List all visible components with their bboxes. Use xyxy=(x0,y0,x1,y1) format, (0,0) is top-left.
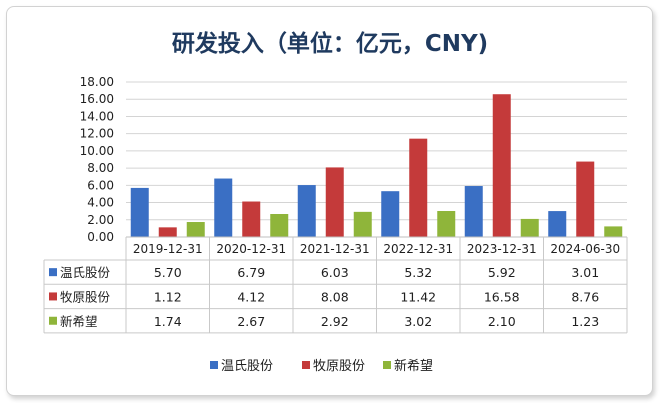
data-label: 11.42 xyxy=(400,289,436,304)
data-label: 2.67 xyxy=(237,314,265,329)
data-label: 8.08 xyxy=(321,289,349,304)
legend-label: 温氏股份 xyxy=(221,359,273,374)
data-label: 5.32 xyxy=(404,265,432,280)
y-tick-label: 0.00 xyxy=(87,230,114,244)
y-tick-label: 6.00 xyxy=(87,178,114,192)
x-tick-label: 2022-12-31 xyxy=(383,242,453,256)
bar xyxy=(270,214,289,237)
table-legend-key xyxy=(49,268,57,277)
table-series-name: 新希望 xyxy=(60,314,98,329)
data-label: 1.23 xyxy=(571,314,599,329)
x-tick-label: 2021-12-31 xyxy=(300,242,370,256)
data-label: 8.76 xyxy=(571,289,599,304)
legend-label: 牧原股份 xyxy=(313,359,365,374)
data-label: 4.12 xyxy=(237,289,265,304)
data-label: 2.10 xyxy=(488,314,516,329)
y-tick-label: 10.00 xyxy=(80,144,114,158)
bar xyxy=(520,218,539,237)
bar xyxy=(242,201,261,237)
legend-swatch xyxy=(302,361,310,369)
bar xyxy=(576,161,595,237)
x-tick-label: 2024-06-30 xyxy=(550,242,620,256)
y-tick-label: 2.00 xyxy=(87,213,114,227)
table-legend-key xyxy=(49,292,57,301)
bar xyxy=(214,178,233,237)
data-label: 3.01 xyxy=(571,265,599,280)
x-tick-label: 2019-12-31 xyxy=(133,242,203,256)
x-tick-label: 2023-12-31 xyxy=(467,242,537,256)
y-tick-label: 14.00 xyxy=(80,109,114,123)
chart-title: 研发投入（单位：亿元，CNY) xyxy=(172,30,488,57)
bar xyxy=(297,185,316,237)
y-tick-label: 4.00 xyxy=(87,196,114,210)
bar xyxy=(158,227,177,237)
bar xyxy=(130,187,149,237)
data-label: 1.12 xyxy=(154,289,182,304)
data-label: 3.02 xyxy=(404,314,432,329)
legend-swatch xyxy=(383,361,391,369)
data-label: 6.03 xyxy=(321,265,349,280)
data-label: 6.79 xyxy=(237,265,265,280)
data-label: 5.70 xyxy=(154,265,182,280)
bar xyxy=(409,138,428,237)
table-legend-key xyxy=(49,316,57,325)
bar xyxy=(548,211,567,237)
legend-swatch xyxy=(210,361,218,369)
x-tick-label: 2020-12-31 xyxy=(216,242,286,256)
legend-label: 新希望 xyxy=(394,358,433,374)
y-tick-label: 16.00 xyxy=(80,92,114,106)
bar xyxy=(186,222,205,237)
y-tick-label: 12.00 xyxy=(80,127,114,141)
bar xyxy=(325,167,344,237)
bar xyxy=(464,186,483,237)
y-tick-label: 8.00 xyxy=(87,161,114,175)
data-label: 1.74 xyxy=(154,314,182,329)
bar xyxy=(604,226,623,237)
bar xyxy=(492,94,511,237)
bar xyxy=(437,210,456,237)
y-tick-label: 18.00 xyxy=(80,75,114,89)
bar xyxy=(353,211,372,237)
data-label: 16.58 xyxy=(484,289,520,304)
data-label: 5.92 xyxy=(488,265,516,280)
table-series-name: 牧原股份 xyxy=(60,289,111,304)
data-label: 2.92 xyxy=(321,314,349,329)
table-series-name: 温氏股份 xyxy=(60,265,111,280)
bar xyxy=(381,191,400,237)
